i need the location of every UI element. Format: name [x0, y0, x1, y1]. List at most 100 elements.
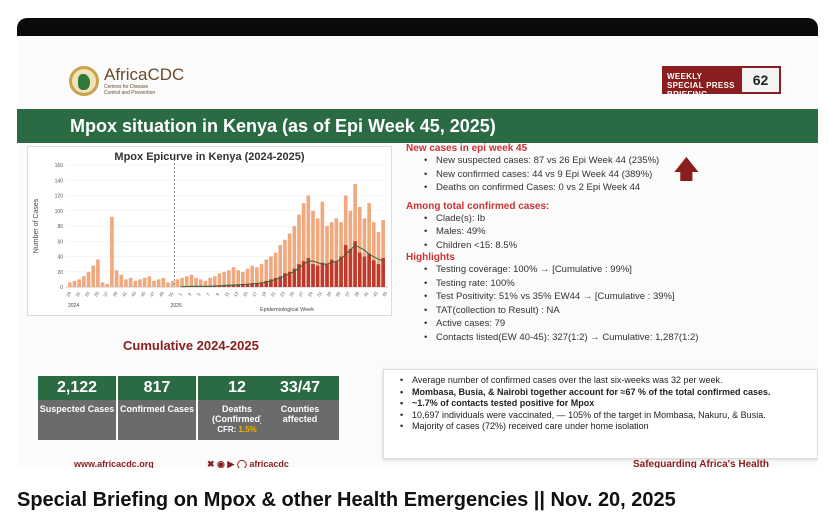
suspected-bar — [152, 280, 156, 287]
x-tick-label: 37 — [344, 290, 351, 297]
cfr-label: CFR: — [217, 424, 239, 434]
list-item: Test Positivity: 51% vs 35% EW44 → [Cumu… — [406, 290, 806, 304]
confirmed-bar — [301, 261, 306, 287]
confirmed-bar — [362, 256, 367, 287]
confirmed-bar — [292, 268, 297, 287]
x-tick-label: 5 — [196, 291, 202, 296]
note-item: ~1.7% of contacts tested positive for Mp… — [390, 398, 811, 410]
suspected-bar — [166, 282, 170, 287]
suspected-bar — [362, 218, 367, 287]
suspected-bar — [175, 279, 180, 287]
social-icons: ✖ ◉ ▶ ◯ — [207, 459, 250, 468]
suspected-bar — [91, 265, 96, 287]
suspected-bar — [311, 210, 315, 287]
confirmed-bar — [278, 276, 283, 287]
suspected-bar — [133, 280, 138, 287]
suspected-bar — [236, 270, 241, 287]
x-tick-label: 17 — [251, 290, 258, 297]
suspected-bar — [334, 218, 339, 287]
suspected-bar — [381, 219, 385, 287]
suspected-bar — [156, 279, 161, 287]
suspected-bar — [68, 282, 72, 287]
slide-title: Mpox situation in Kenya (as of Epi Week … — [70, 116, 496, 136]
list-item: Contacts listed(EW 40-45): 327(1:2) → Cu… — [406, 331, 806, 345]
suspected-bar — [371, 222, 376, 287]
suspected-bar — [353, 184, 357, 287]
stat-suspected: 2,122 Suspected Cases — [38, 376, 116, 440]
suspected-bar — [222, 271, 226, 287]
logo-name: AfricaCDC — [104, 65, 185, 84]
social-handle: africacdc — [249, 459, 289, 468]
x-tick-label: 39 — [112, 290, 119, 297]
cfr-line: CFR: 1.5% — [198, 425, 276, 434]
y-tick-label: 160 — [55, 163, 64, 169]
y-tick-label: 0 — [60, 285, 63, 291]
y-tick-label: 40 — [57, 255, 63, 261]
stat-counties: 33/47 Counties affected — [261, 376, 339, 440]
suspected-bar — [325, 226, 329, 287]
footer-social: ✖ ◉ ▶ ◯ africacdc — [207, 459, 289, 468]
notes-box: Average number of confirmed cases over t… — [383, 369, 818, 459]
suspected-bar — [184, 276, 189, 287]
x-tick-label: 13 — [233, 290, 240, 297]
trend-line — [182, 244, 384, 288]
briefing-badge-number: 62 — [742, 68, 779, 92]
suspected-bar — [86, 271, 91, 287]
confirmed-bar — [325, 264, 329, 287]
confirmed-bar — [217, 285, 222, 287]
suspected-bar — [245, 268, 250, 287]
notes-list: Average number of confirmed cases over t… — [390, 375, 811, 433]
stat-label: Deaths (Confirmed) — [212, 404, 263, 425]
suspected-bar — [329, 222, 334, 287]
x-tick-label: 35 — [93, 290, 100, 297]
suspected-bar — [180, 277, 184, 287]
y-tick-label: 80 — [57, 224, 63, 230]
list-item: New confirmed cases: 44 vs 9 Epi Week 44… — [406, 168, 806, 182]
confirmed-bar — [241, 283, 245, 287]
suspected-bar — [212, 276, 217, 287]
confirmed-bar — [259, 282, 264, 287]
suspected-bar — [339, 222, 343, 287]
suspected-bar — [114, 270, 119, 287]
suspected-bar — [292, 226, 297, 287]
list-item: Males: 49% — [406, 225, 806, 239]
suspected-bar — [278, 245, 283, 287]
y-tick-label: 140 — [55, 178, 64, 184]
confirmed-bar — [264, 280, 269, 287]
x-tick-label: 19 — [260, 290, 267, 297]
suspected-bar — [250, 265, 255, 287]
x-tick-label: 3 — [187, 291, 193, 296]
suspected-bar — [208, 277, 212, 287]
suspected-bar — [227, 270, 231, 287]
x-axis-label: Epidemiological Week — [260, 307, 314, 313]
confirmed-bar — [250, 283, 255, 287]
confirmed-bar — [273, 277, 278, 287]
confirmed-bar — [180, 286, 184, 287]
x-tick-label: 39 — [353, 290, 360, 297]
suspected-bar — [269, 256, 273, 287]
suspected-bar — [241, 271, 245, 287]
suspected-bar — [77, 279, 82, 287]
x-tick-label: 33 — [84, 290, 91, 297]
suspected-bar — [283, 239, 287, 287]
confirmed-bar — [245, 283, 250, 287]
footer-tagline: Safeguarding Africa's Health — [633, 459, 769, 468]
highlights-list: Testing coverage: 100% → [Cumulative : 9… — [406, 263, 806, 344]
x-tick-label: 1 — [177, 291, 183, 296]
confirmed-bar — [255, 283, 259, 287]
slide: AfricaCDC Centres for Disease Control an… — [17, 36, 818, 468]
chart-title: Mpox Epicurve in Kenya (2024-2025) — [114, 151, 305, 163]
x-tick-label: 21 — [270, 290, 277, 297]
footer-url: www.africacdc.org — [74, 459, 154, 468]
note-item: Average number of confirmed cases over t… — [390, 375, 811, 387]
suspected-bar — [194, 277, 198, 287]
confirmed-bar — [227, 284, 231, 287]
stat-value: 2,122 — [38, 376, 116, 400]
suspected-bar — [110, 216, 114, 287]
x-tick-label: 11 — [223, 291, 230, 298]
list-item: Active cases: 79 — [406, 317, 806, 331]
confirmed-bar — [283, 273, 287, 287]
suspected-bar — [82, 276, 86, 287]
